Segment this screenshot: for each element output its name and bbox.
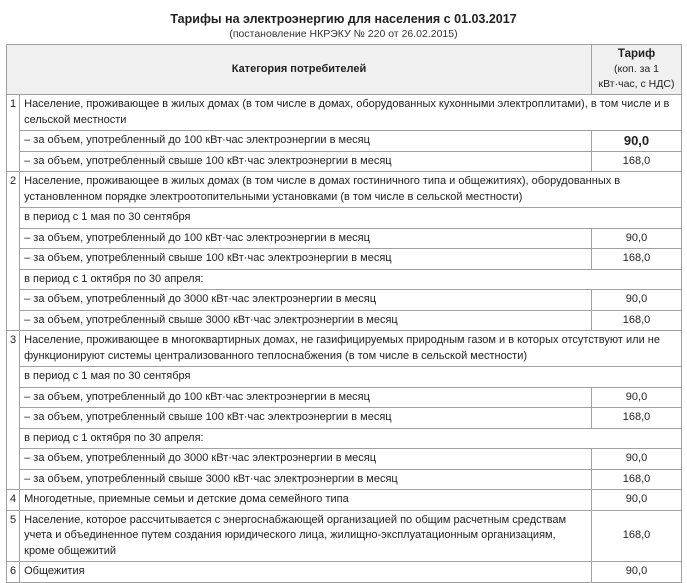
table-row: в период с 1 мая по 30 сентября (7, 366, 682, 388)
table-row: – за объем, употребленный до 100 кВт·час… (7, 227, 682, 249)
category-cell: – за объем, употребленный до 3000 кВт·ча… (19, 289, 592, 311)
row-number: 6 (5, 561, 21, 583)
tariff-header: Тариф (коп. за 1 кВт·час, с НДС) (591, 44, 682, 95)
table-row: – за объем, употребленный до 3000 кВт·ча… (7, 448, 682, 470)
tariff-cell: 90,0 (591, 448, 682, 470)
category-cell: Общежития (19, 561, 592, 583)
category-cell: в период с 1 октября по 30 апреля: (19, 268, 682, 290)
table-row: – за объем, употребленный до 100 кВт·час… (7, 130, 682, 152)
table-header-row: Категория потребителей Тариф (коп. за 1 … (6, 44, 682, 95)
table-row: 6 Общежития 90,0 (5, 561, 682, 583)
category-cell: Население, проживающее в жилых домах (в … (19, 171, 682, 208)
table-row: 4 Многодетные, приемные семьи и детские д… (5, 489, 682, 511)
tariff-table: Категория потребителей Тариф (коп. за 1 … (5, 44, 682, 583)
category-cell: Многодетные, приемные семьи и детские до… (19, 489, 592, 511)
category-cell: – за объем, употребленный до 100 кВт·час… (19, 130, 592, 152)
tariff-cell: 168,0 (591, 468, 682, 490)
tariff-cell: 90,0 (591, 386, 682, 408)
row-number: 5 (5, 509, 21, 562)
row-number: 2 (5, 171, 21, 331)
category-cell: Население, которое рассчитывается с энер… (19, 509, 592, 562)
tariff-header-unit: (коп. за 1 кВт·час, с НДС) (598, 63, 675, 90)
category-cell: – за объем, употребленный свыше 100 кВт·… (19, 150, 592, 172)
row-number: 3 (5, 330, 21, 490)
category-cell: в период с 1 мая по 30 сентября (19, 207, 682, 229)
table-row: 2 Население, проживающее в жилых домах (в… (5, 171, 682, 331)
category-cell: Население, проживающее в многоквартирных… (19, 330, 682, 367)
tariff-cell: 90,0 (591, 227, 682, 249)
category-cell: в период с 1 мая по 30 сентября (19, 366, 682, 388)
table-row: – за объем, употребленный до 3000 кВт·ча… (7, 289, 682, 311)
table-row: – за объем, употребленный свыше 100 кВт·… (7, 248, 682, 270)
row-number: 4 (5, 489, 21, 511)
tariff-cell: 90,0 (591, 289, 682, 311)
table-row: 3 Население, проживающее в многоквартирны… (5, 330, 682, 490)
table-row: в период с 1 октября по 30 апреля: (7, 427, 682, 449)
category-cell: – за объем, употребленный до 100 кВт·час… (19, 386, 592, 408)
table-row: – за объем, употребленный до 100 кВт·час… (7, 386, 682, 408)
table-row: в период с 1 мая по 30 сентября (7, 207, 682, 229)
row-number: 1 (5, 94, 21, 172)
tariff-cell: 168,0 (591, 248, 682, 270)
tariff-cell: 90,0 (591, 561, 682, 583)
category-header: Категория потребителей (6, 44, 592, 95)
table-row: – за объем, употребленный свыше 100 кВт·… (7, 150, 682, 172)
category-cell: – за объем, употребленный свыше 3000 кВт… (19, 468, 592, 490)
table-row: 5 Население, которое рассчитывается с эне… (5, 509, 682, 562)
tariff-cell: 90,0 (591, 489, 682, 511)
tariff-cell: 168,0 (591, 150, 682, 172)
category-cell: – за объем, употребленный до 100 кВт·час… (19, 227, 592, 249)
category-cell: – за объем, употребленный свыше 100 кВт·… (19, 248, 592, 270)
category-cell: – за объем, употребленный до 3000 кВт·ча… (19, 448, 592, 470)
table-row: в период с 1 октября по 30 апреля: (7, 268, 682, 290)
page-subtitle: (постановление НКРЭКУ № 220 от 26.02.201… (229, 28, 458, 40)
tariff-cell: 168,0 (591, 509, 682, 562)
table-row: – за объем, употребленный свыше 100 кВт·… (7, 407, 682, 429)
table-row: – за объем, употребленный свыше 3000 кВт… (7, 468, 682, 490)
page-title: Тарифы на электроэнергию для населения с… (170, 12, 517, 26)
category-cell: – за объем, употребленный свыше 100 кВт·… (19, 407, 592, 429)
tariff-cell: 90,0 (591, 130, 682, 152)
table-row: 1 Население, проживающее в жилых домах (в… (5, 94, 682, 172)
category-cell: Население, проживающее в жилых домах (в … (19, 94, 682, 131)
tariff-header-title: Тариф (617, 48, 656, 60)
category-cell: в период с 1 октября по 30 апреля: (19, 427, 682, 449)
category-cell: – за объем, употребленный свыше 3000 кВт… (19, 309, 592, 331)
tariff-cell: 168,0 (591, 309, 682, 331)
tariff-cell: 168,0 (591, 407, 682, 429)
table-row: – за объем, употребленный свыше 3000 кВт… (7, 309, 682, 331)
